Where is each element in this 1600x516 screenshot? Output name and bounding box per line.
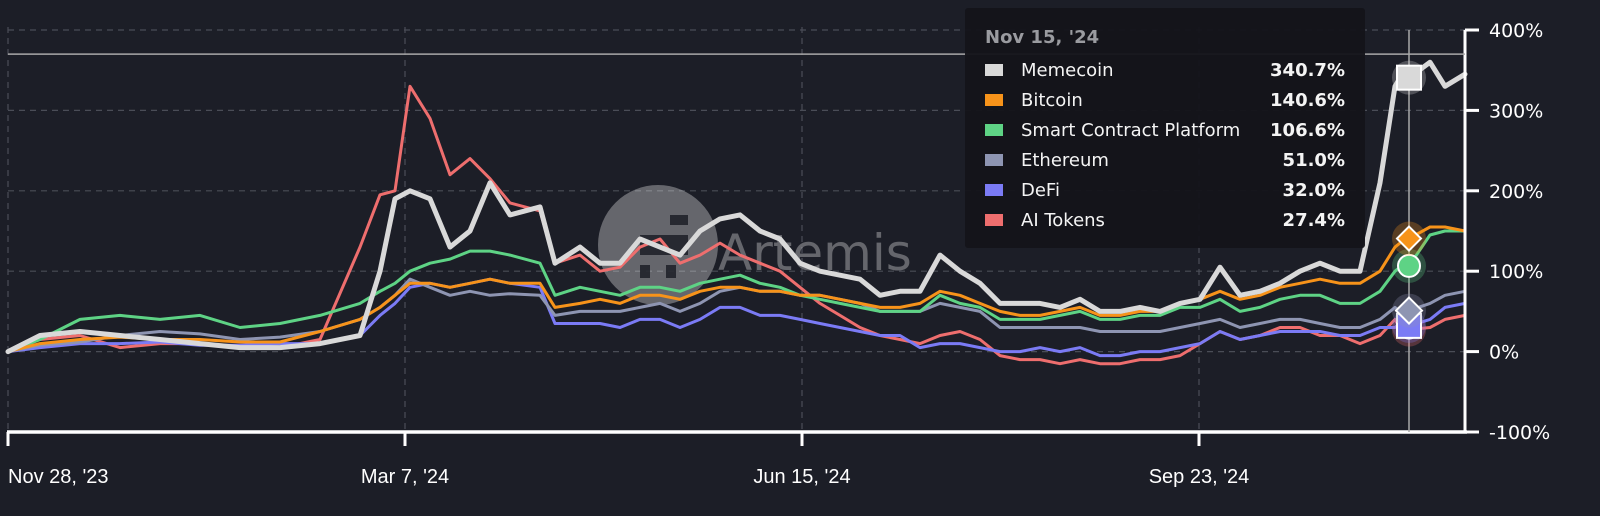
y-tick-label: -100% — [1489, 422, 1550, 444]
y-tick-label: 0% — [1489, 342, 1519, 364]
y-tick-label: 300% — [1489, 100, 1543, 122]
x-tick-label: Sep 23, '24 — [1149, 466, 1250, 488]
legend-swatch-ethereum-icon — [985, 154, 1003, 166]
hover-markers — [1392, 60, 1426, 347]
legend-swatch-bitcoin-icon — [985, 94, 1003, 106]
y-tick-label: 200% — [1489, 181, 1543, 203]
series-lines — [5, 59, 1468, 366]
series-value: 27.4% — [1282, 209, 1345, 231]
series-value: 32.0% — [1282, 179, 1345, 201]
series-line-smart-contract-platform[interactable] — [6, 229, 1467, 354]
legend-swatch-ai-tokens-icon — [985, 214, 1003, 226]
series-name: Bitcoin — [1021, 89, 1083, 111]
marker-bitcoin-icon — [1395, 225, 1423, 252]
tooltip-row-smart-contract-platform: Smart Contract Platform 106.6% — [985, 115, 1345, 145]
axes: 400% 300% 200% 100% 0% -100% Nov 28, '23 Mar 7,… — [6, 20, 1550, 488]
series-value: 340.7% — [1270, 59, 1345, 81]
marker-memecoin-icon — [1396, 64, 1422, 91]
y-tick-label: 400% — [1489, 20, 1543, 42]
hover-tooltip: Nov 15, '24 Memecoin 340.7% Bitcoin 140.… — [965, 8, 1365, 248]
legend-swatch-smart-contract-platform-icon — [985, 124, 1003, 136]
x-tick-label: Jun 15, '24 — [753, 466, 850, 488]
marker-smart-contract-platform-icon — [1397, 253, 1421, 278]
series-value: 51.0% — [1282, 149, 1345, 171]
y-tick-label: 100% — [1489, 261, 1543, 283]
tooltip-rows: Memecoin 340.7% Bitcoin 140.6% Smart Con… — [985, 55, 1345, 235]
x-tick-label: Nov 28, '23 — [8, 466, 109, 488]
legend-swatch-memecoin-icon — [985, 64, 1003, 76]
series-value: 140.6% — [1270, 89, 1345, 111]
tooltip-row-ai-tokens: AI Tokens 27.4% — [985, 205, 1345, 235]
series-name: Ethereum — [1021, 149, 1109, 171]
series-line-memecoin[interactable] — [5, 59, 1468, 355]
x-tick-label: Mar 7, '24 — [361, 466, 449, 488]
series-line-bitcoin[interactable] — [6, 225, 1467, 354]
series-value: 106.6% — [1270, 119, 1345, 141]
tooltip-row-defi: DeFi 32.0% — [985, 175, 1345, 205]
series-line-defi[interactable] — [6, 277, 1467, 358]
tooltip-row-ethereum: Ethereum 51.0% — [985, 145, 1345, 175]
series-name: Smart Contract Platform — [1021, 119, 1241, 141]
series-line-ai-tokens[interactable] — [6, 84, 1467, 366]
series-name: Memecoin — [1021, 59, 1114, 81]
tooltip-row-memecoin: Memecoin 340.7% — [985, 55, 1345, 85]
tooltip-date: Nov 15, '24 — [985, 27, 1100, 48]
series-name: AI Tokens — [1021, 209, 1105, 231]
marker-ethereum-icon — [1394, 296, 1424, 326]
series-name: DeFi — [1021, 179, 1060, 201]
legend-swatch-defi-icon — [985, 184, 1003, 196]
watermark-text: Artemis — [718, 224, 912, 282]
tooltip-row-bitcoin: Bitcoin 140.6% — [985, 85, 1345, 115]
